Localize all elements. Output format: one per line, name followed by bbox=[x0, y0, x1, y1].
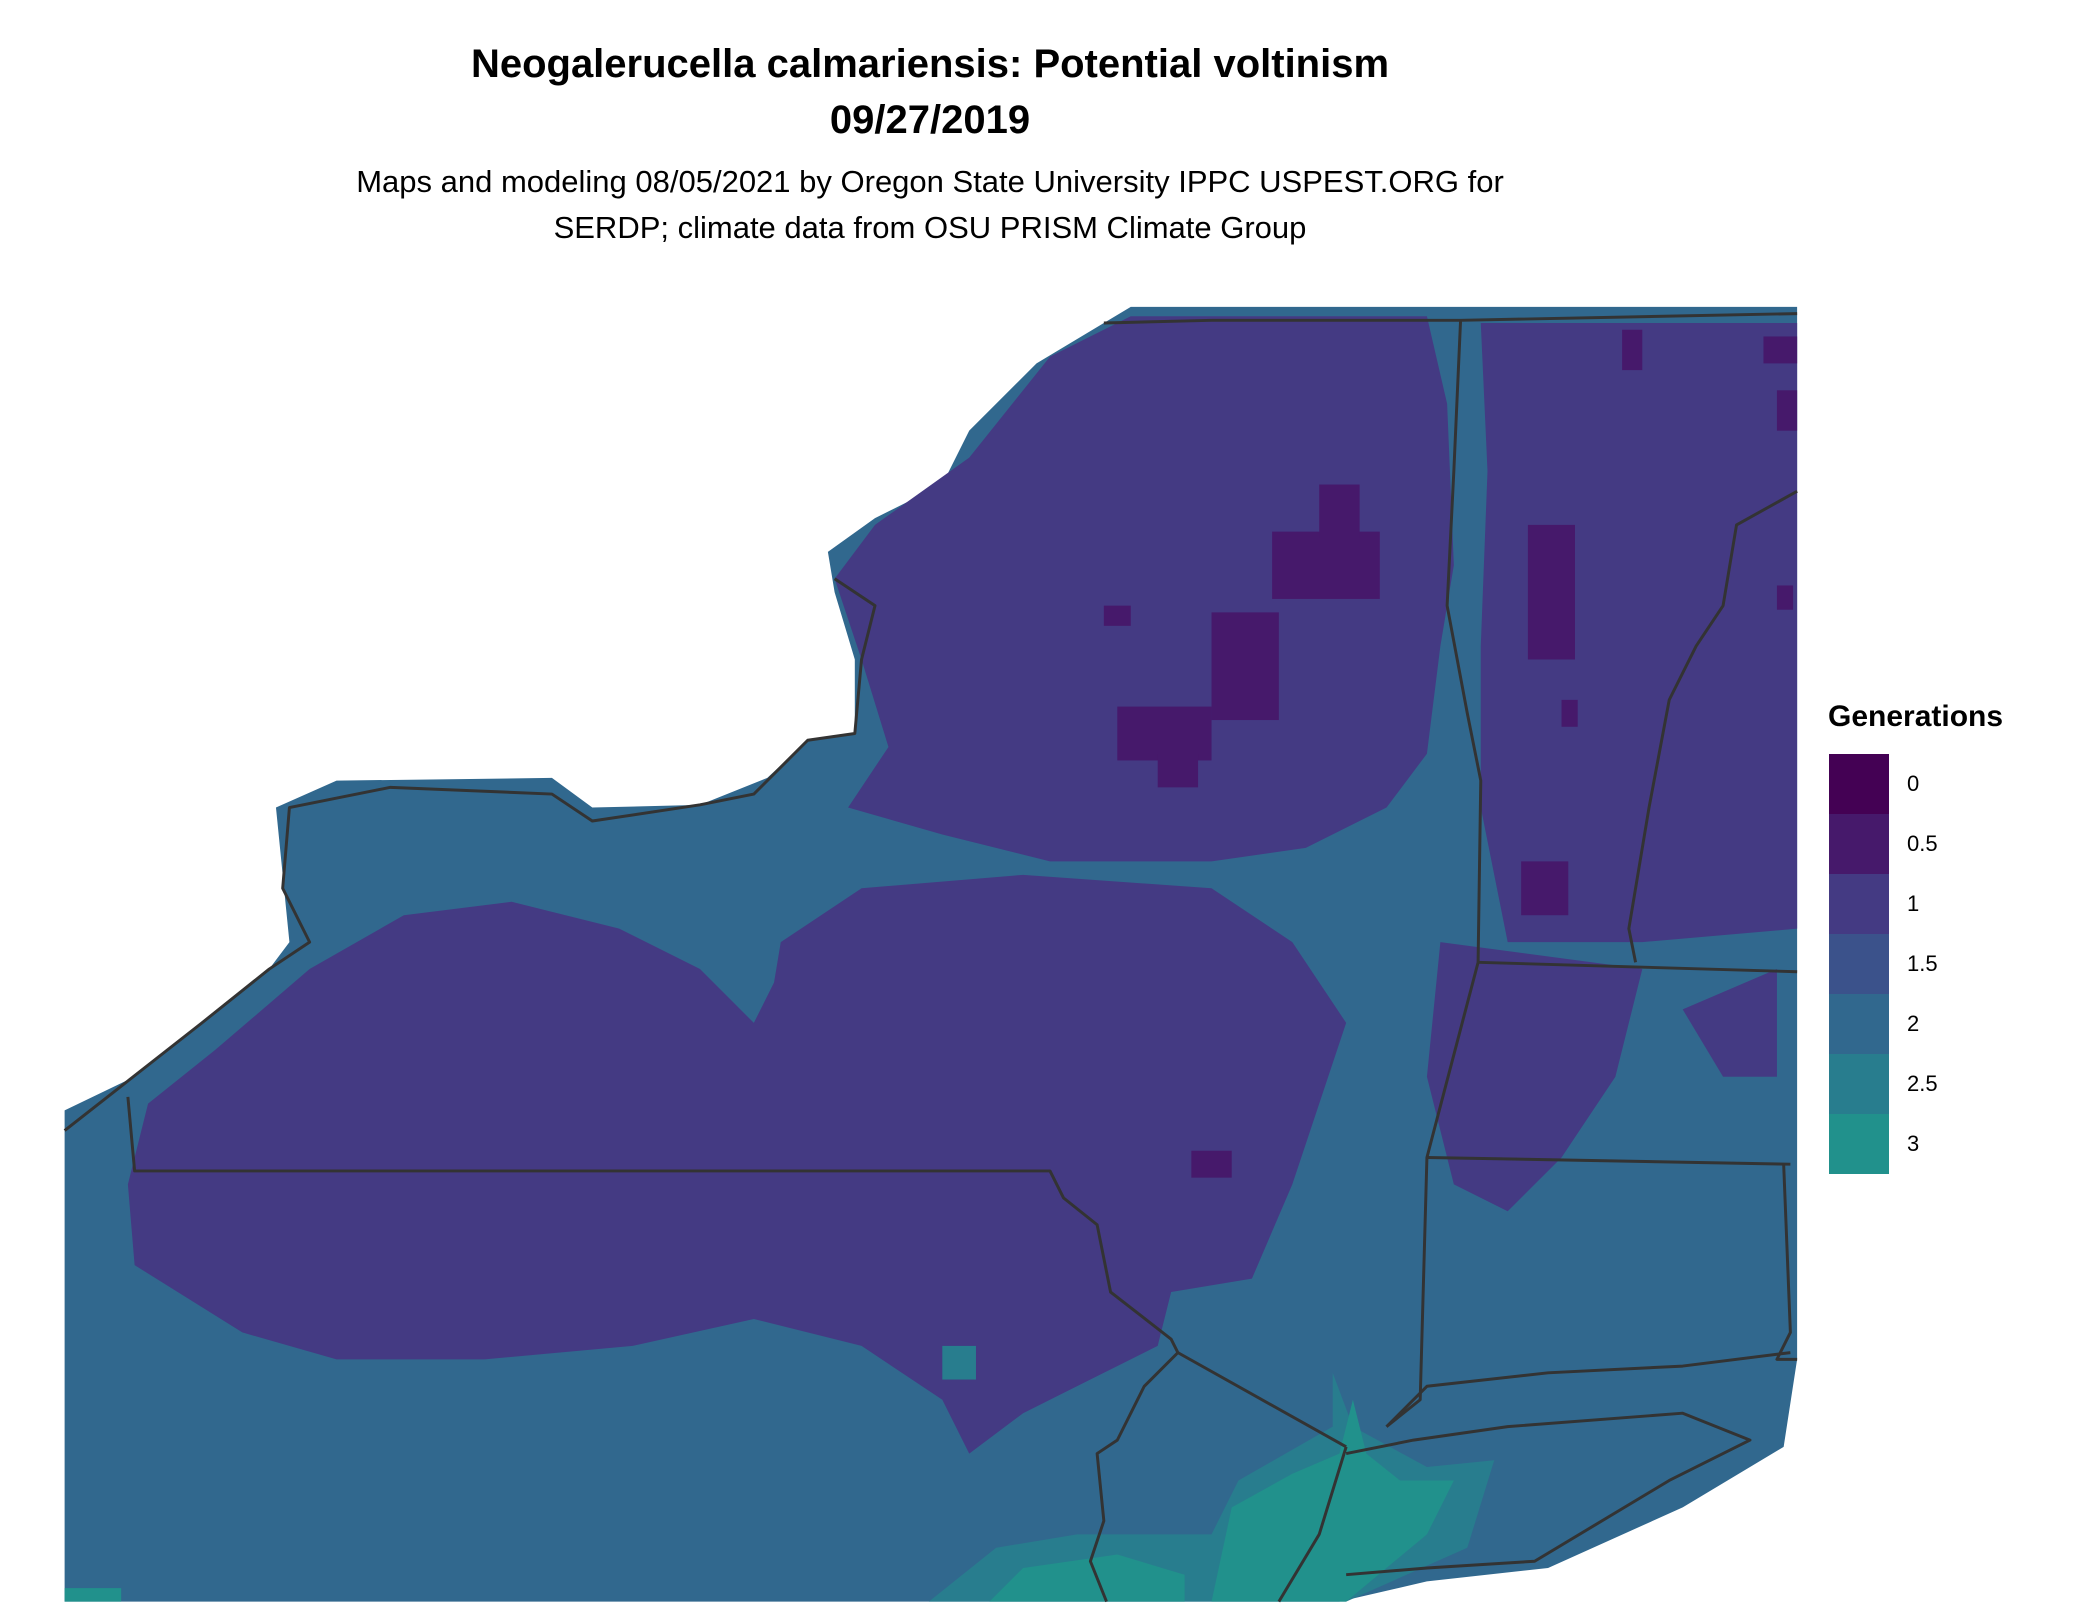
legend-swatch bbox=[1829, 994, 1889, 1054]
legend-item: 2 bbox=[1829, 994, 2003, 1054]
map-date: 09/27/2019 bbox=[829, 98, 1031, 142]
legend-label: 0 bbox=[1907, 771, 1920, 796]
nj-ny-border bbox=[1177, 1351, 1347, 1449]
state-borders bbox=[63, 312, 1798, 1603]
canada-border bbox=[1103, 312, 1798, 325]
ct-ri-border bbox=[1775, 1164, 1798, 1361]
ny-pa-border bbox=[126, 1096, 1180, 1354]
legend-item: 2.5 bbox=[1829, 1054, 2003, 1114]
legend-label: 1 bbox=[1907, 891, 1920, 916]
legend-item: 0.5 bbox=[1829, 814, 2003, 874]
legend-item: 0 bbox=[1829, 754, 2003, 814]
subtitle-line-1: Maps and modeling 08/05/2021 by Oregon S… bbox=[356, 164, 1504, 199]
ct-shoreline bbox=[1385, 1351, 1791, 1428]
region-1-generation-north-ny bbox=[834, 316, 1454, 862]
nj-pa-border bbox=[1088, 1351, 1179, 1603]
legend-label: 0.5 bbox=[1907, 831, 1938, 856]
legend-label: 1.5 bbox=[1907, 951, 1938, 976]
region-1-generation-east bbox=[1682, 969, 1777, 1077]
region-0.5-generations bbox=[1103, 329, 1798, 1178]
legend-label: 2 bbox=[1907, 1011, 1920, 1036]
region-1-generation-central bbox=[127, 874, 1347, 1454]
legend-item: 3 bbox=[1829, 1114, 2003, 1174]
vt-ma-border bbox=[1478, 960, 1798, 974]
subtitle-line-2: SERDP; climate data from OSU PRISM Clima… bbox=[553, 210, 1307, 245]
legend-swatch bbox=[1829, 1114, 1889, 1174]
map-title: Neogalerucella calmariensis: Potential v… bbox=[470, 42, 1390, 86]
legend-swatch bbox=[1829, 1054, 1889, 1114]
legend: Generations 0 0.5 1 1.5 2 2.5 3 bbox=[1828, 700, 2004, 1174]
hudson-shoreline bbox=[1277, 1446, 1348, 1603]
legend-title: Generations bbox=[1828, 700, 2004, 733]
legend-swatch bbox=[1829, 874, 1889, 934]
long-island bbox=[1345, 1411, 1752, 1577]
region-1-generation-massachusetts bbox=[1426, 942, 1643, 1212]
region-3-generations bbox=[64, 1399, 1454, 1602]
legend-item: 1.5 bbox=[1829, 934, 2003, 994]
legend-label: 3 bbox=[1907, 1131, 1920, 1156]
ct-ma-border bbox=[1426, 1155, 1791, 1166]
ny-vt-ma-ct-border bbox=[1385, 320, 1483, 1428]
legend-item: 1 bbox=[1829, 874, 2003, 934]
legend-label: 2.5 bbox=[1907, 1071, 1938, 1096]
legend-swatch bbox=[1829, 814, 1889, 874]
legend-swatch bbox=[1829, 754, 1889, 814]
region-1-generation-vermont-nh bbox=[1480, 323, 1798, 943]
lake-ontario-shoreline bbox=[63, 577, 877, 1132]
vt-nh-border bbox=[1627, 489, 1798, 963]
legend-swatch bbox=[1829, 934, 1889, 994]
